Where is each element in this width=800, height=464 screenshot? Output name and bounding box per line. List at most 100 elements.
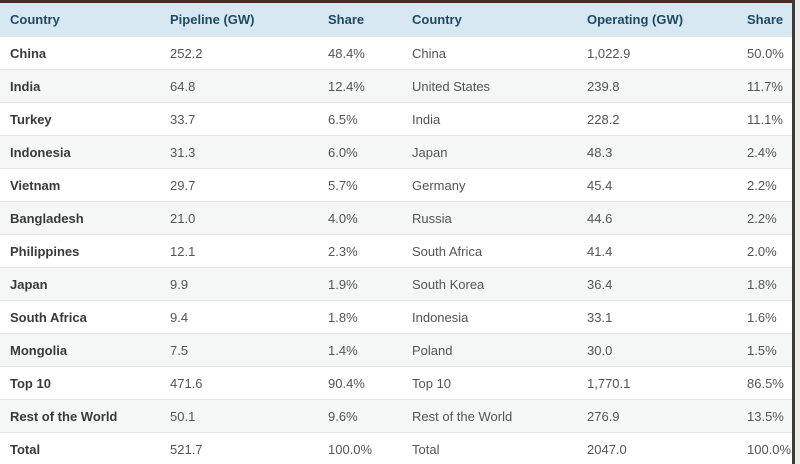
value-cell: 29.7	[160, 168, 318, 202]
value-cell: 50.1	[160, 399, 318, 433]
country-cell: South Africa	[0, 300, 160, 334]
value-cell: 2.2%	[737, 168, 792, 202]
value-cell: 6.0%	[318, 135, 402, 169]
value-cell: 33.1	[577, 300, 737, 334]
table-row: Total 521.7 100.0% Total 2047.0 100.0%	[0, 432, 792, 464]
header-pipeline-gw: Pipeline (GW)	[160, 1, 318, 37]
value-cell: 86.5%	[737, 366, 792, 400]
country-cell: Vietnam	[0, 168, 160, 202]
table-row: Vietnam 29.7 5.7% Germany 45.4 2.2%	[0, 168, 792, 202]
country-cell: Bangladesh	[0, 201, 160, 235]
country-cell: Philippines	[0, 234, 160, 268]
header-share-operating: Share	[737, 1, 792, 37]
value-cell: 1.5%	[737, 333, 792, 367]
value-cell: 5.7%	[318, 168, 402, 202]
value-cell: 13.5%	[737, 399, 792, 433]
value-cell: 2.3%	[318, 234, 402, 268]
value-cell: 1.8%	[737, 267, 792, 301]
value-cell: 1.8%	[318, 300, 402, 334]
header-country-operating: Country	[402, 1, 577, 37]
country-cell: Japan	[402, 135, 577, 169]
country-cell: Total	[402, 432, 577, 464]
value-cell: 2.0%	[737, 234, 792, 268]
value-cell: 31.3	[160, 135, 318, 169]
country-cell: India	[0, 69, 160, 103]
value-cell: 228.2	[577, 102, 737, 136]
value-cell: 30.0	[577, 333, 737, 367]
value-cell: 50.0%	[737, 36, 792, 70]
value-cell: 471.6	[160, 366, 318, 400]
value-cell: 2.4%	[737, 135, 792, 169]
value-cell: 2047.0	[577, 432, 737, 464]
value-cell: 41.4	[577, 234, 737, 268]
value-cell: 64.8	[160, 69, 318, 103]
value-cell: 239.8	[577, 69, 737, 103]
table-row: China 252.2 48.4% China 1,022.9 50.0%	[0, 36, 792, 70]
table-row: India 64.8 12.4% United States 239.8 11.7%	[0, 69, 792, 103]
table-row: South Africa 9.4 1.8% Indonesia 33.1 1.6%	[0, 300, 792, 334]
country-cell: United States	[402, 69, 577, 103]
table-body: China 252.2 48.4% China 1,022.9 50.0% India 64.…	[0, 36, 792, 464]
value-cell: 90.4%	[318, 366, 402, 400]
value-cell: 12.4%	[318, 69, 402, 103]
value-cell: 252.2	[160, 36, 318, 70]
value-cell: 9.6%	[318, 399, 402, 433]
header-share-pipeline: Share	[318, 1, 402, 37]
country-cell: Poland	[402, 333, 577, 367]
country-cell: Rest of the World	[402, 399, 577, 433]
country-cell: China	[402, 36, 577, 70]
value-cell: 1,022.9	[577, 36, 737, 70]
value-cell: 45.4	[577, 168, 737, 202]
table-row: Philippines 12.1 2.3% South Africa 41.4 2.0%	[0, 234, 792, 268]
value-cell: 48.3	[577, 135, 737, 169]
value-cell: 1.4%	[318, 333, 402, 367]
value-cell: 33.7	[160, 102, 318, 136]
country-cell: China	[0, 36, 160, 70]
value-cell: 521.7	[160, 432, 318, 464]
value-cell: 11.1%	[737, 102, 792, 136]
table-row: Indonesia 31.3 6.0% Japan 48.3 2.4%	[0, 135, 792, 169]
country-cell: Top 10	[0, 366, 160, 400]
country-cell: Indonesia	[0, 135, 160, 169]
value-cell: 12.1	[160, 234, 318, 268]
value-cell: 1.6%	[737, 300, 792, 334]
value-cell: 9.4	[160, 300, 318, 334]
value-cell: 2.2%	[737, 201, 792, 235]
value-cell: 36.4	[577, 267, 737, 301]
header-operating-gw: Operating (GW)	[577, 1, 737, 37]
value-cell: 276.9	[577, 399, 737, 433]
table-row: Rest of the World 50.1 9.6% Rest of the Wor…	[0, 399, 792, 433]
country-cell: Japan	[0, 267, 160, 301]
table-row: Top 10 471.6 90.4% Top 10 1,770.1 86.5%	[0, 366, 792, 400]
country-cell: Russia	[402, 201, 577, 235]
country-cell: India	[402, 102, 577, 136]
country-cell: Total	[0, 432, 160, 464]
table-row: Bangladesh 21.0 4.0% Russia 44.6 2.2%	[0, 201, 792, 235]
header-country-pipeline: Country	[0, 1, 160, 37]
country-cell: Top 10	[402, 366, 577, 400]
country-cell: Turkey	[0, 102, 160, 136]
value-cell: 48.4%	[318, 36, 402, 70]
value-cell: 4.0%	[318, 201, 402, 235]
value-cell: 6.5%	[318, 102, 402, 136]
country-cell: Indonesia	[402, 300, 577, 334]
header-row: Country Pipeline (GW) Share Country Oper…	[0, 1, 792, 37]
value-cell: 1.9%	[318, 267, 402, 301]
window-edge-line	[792, 0, 795, 464]
value-cell: 7.5	[160, 333, 318, 367]
table-row: Japan 9.9 1.9% South Korea 36.4 1.8%	[0, 267, 792, 301]
country-cell: Germany	[402, 168, 577, 202]
country-cell: Mongolia	[0, 333, 160, 367]
value-cell: 11.7%	[737, 69, 792, 103]
value-cell: 100.0%	[318, 432, 402, 464]
table-row: Mongolia 7.5 1.4% Poland 30.0 1.5%	[0, 333, 792, 367]
country-cell: Rest of the World	[0, 399, 160, 433]
value-cell: 9.9	[160, 267, 318, 301]
country-cell: South Africa	[402, 234, 577, 268]
country-cell: South Korea	[402, 267, 577, 301]
value-cell: 1,770.1	[577, 366, 737, 400]
value-cell: 21.0	[160, 201, 318, 235]
value-cell: 100.0%	[737, 432, 792, 464]
